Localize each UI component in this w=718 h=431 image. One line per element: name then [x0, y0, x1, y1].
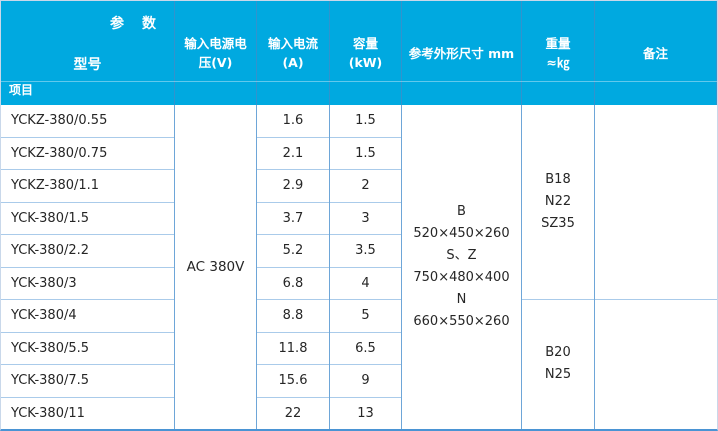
model-cell: YCKZ-380/0.55 — [1, 105, 174, 138]
remarks-cell-group-2 — [595, 300, 717, 429]
column-weight: B18 N22 SZ35 B20 N25 — [522, 105, 595, 429]
model-cell: YCK-380/2.2 — [1, 235, 174, 268]
dimensions-line: 520×450×260 — [413, 226, 510, 241]
header-remarks: 备注 — [595, 1, 717, 105]
current-cell: 3.7 — [257, 203, 329, 235]
header-split-line — [1, 81, 717, 82]
current-cell: 22 — [284, 405, 302, 421]
capacity-cell: 9 — [330, 365, 401, 398]
capacity-cell: 3 — [330, 203, 401, 235]
weight-line: N25 — [544, 367, 572, 383]
model-cell: YCK-380/5.5 — [1, 333, 174, 365]
dimensions-line: N — [456, 292, 467, 307]
corner-header-cell: 参 数 型号 项目 — [1, 1, 175, 105]
weight-line: SZ35 — [541, 215, 575, 231]
header-line: 压(V) — [198, 55, 233, 70]
capacity-cell: 1.5 — [330, 105, 401, 138]
current-cell: 15.6 — [257, 365, 329, 398]
column-dimensions: B 520×450×260 S、Z 750×480×400 N 660×550×… — [402, 105, 522, 429]
column-capacity: 1.5 1.5 2 3 3.5 4 5 6.5 9 13 — [330, 105, 402, 429]
model-cell: YCK-380/7.5 — [1, 365, 174, 398]
table-body: YCKZ-380/0.55 YCKZ-380/0.75 YCKZ-380/1.1… — [1, 105, 717, 429]
dimensions-line: B — [457, 204, 466, 219]
voltage-cell: AC 380V — [186, 259, 245, 275]
model-cell: YCKZ-380/1.1 — [1, 170, 174, 203]
capacity-cell: 5 — [330, 300, 401, 333]
capacity-cell: 6.5 — [330, 333, 401, 365]
capacity-cell: 2 — [330, 170, 401, 203]
current-cell: 5.2 — [257, 235, 329, 268]
weight-line: N22 — [544, 193, 572, 209]
header-line: (A) — [282, 55, 304, 70]
remarks-cell-group-1 — [595, 105, 717, 300]
corner-label-item: 项目 — [9, 83, 34, 97]
table-header: 参 数 型号 项目 输入电源电 压(V) 输入电流 (A) 容量 (kW) 参考… — [1, 1, 717, 105]
dimensions-line: 660×550×260 — [413, 314, 510, 329]
header-line: 重量 — [545, 36, 571, 51]
capacity-cell: 1.5 — [330, 138, 401, 170]
corner-label-parameter: 参 数 — [110, 16, 158, 32]
header-line: 输入电流 — [267, 36, 318, 51]
current-cell: 8.8 — [257, 300, 329, 333]
weight-cell-group-1: B18 N22 SZ35 — [522, 105, 594, 300]
model-cell: YCK-380/3 — [1, 268, 174, 300]
current-cell: 2.9 — [257, 170, 329, 203]
capacity-cell: 13 — [357, 405, 374, 421]
dimensions-line: 750×480×400 — [413, 270, 510, 285]
model-cell: YCKZ-380/0.75 — [1, 138, 174, 170]
weight-line: B20 — [545, 345, 571, 361]
header-dimensions: 参考外形尺寸 mm — [402, 1, 522, 105]
header-line: 备注 — [642, 45, 668, 61]
current-cell: 1.6 — [257, 105, 329, 138]
corner-label-model: 型号 — [73, 57, 102, 73]
dimensions-line: S、Z — [446, 248, 477, 263]
header-line: 参考外形尺寸 mm — [408, 45, 515, 61]
header-line: (kW) — [348, 55, 383, 70]
header-capacity: 容量 (kW) — [330, 1, 402, 105]
header-input-current: 输入电流 (A) — [257, 1, 330, 105]
dimensions-cell: B 520×450×260 S、Z 750×480×400 N 660×550×… — [402, 105, 521, 429]
header-weight: 重量 ≈㎏ — [522, 1, 595, 105]
model-cell: YCK-380/4 — [1, 300, 174, 333]
capacity-cell: 4 — [330, 268, 401, 300]
current-cell: 2.1 — [257, 138, 329, 170]
column-remarks — [595, 105, 717, 429]
column-model: YCKZ-380/0.55 YCKZ-380/0.75 YCKZ-380/1.1… — [1, 105, 175, 429]
current-cell: 11.8 — [257, 333, 329, 365]
header-line: 容量 — [352, 36, 378, 51]
column-current: 1.6 2.1 2.9 3.7 5.2 6.8 8.8 11.8 15.6 22 — [257, 105, 330, 429]
model-cell: YCK-380/1.5 — [1, 203, 174, 235]
model-cell: YCK-380/11 — [11, 405, 85, 421]
header-line: ≈㎏ — [546, 55, 570, 70]
current-cell: 6.8 — [257, 268, 329, 300]
weight-line: B18 — [545, 171, 571, 187]
header-line: 输入电源电 — [184, 36, 247, 51]
capacity-cell: 3.5 — [330, 235, 401, 268]
weight-cell-group-2: B20 N25 — [522, 300, 594, 429]
column-voltage: AC 380V — [175, 105, 257, 429]
header-input-voltage: 输入电源电 压(V) — [175, 1, 257, 105]
